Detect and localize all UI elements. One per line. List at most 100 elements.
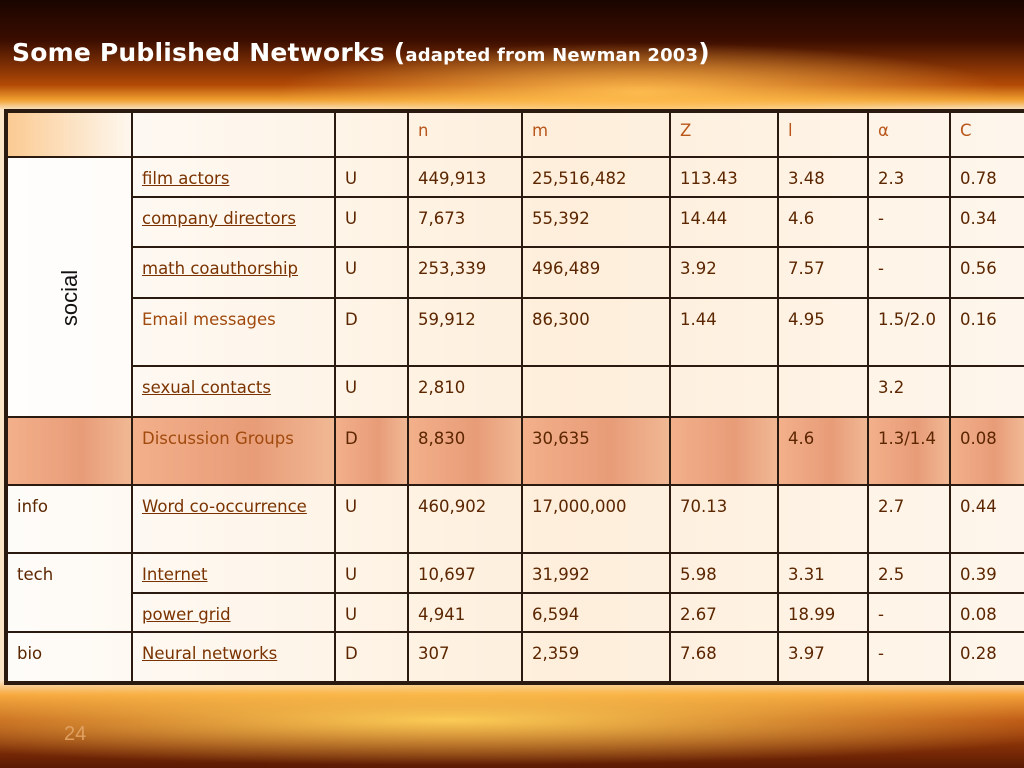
cell-l: 4.6 <box>777 196 869 248</box>
title-main: Some Published Networks ( <box>12 38 406 67</box>
cell-alpha: 1.5/2.0 <box>867 297 951 367</box>
cell-m: 86,300 <box>521 297 671 367</box>
network-name: Email messages <box>131 297 336 367</box>
header-alpha: α <box>867 111 951 158</box>
cell-n: 449,913 <box>407 156 523 198</box>
cell-z: 5.98 <box>669 552 779 594</box>
cell-type: U <box>334 246 409 299</box>
cell-n: 460,902 <box>407 484 523 554</box>
cell-c: 0.16 <box>949 297 1024 367</box>
cell-c: 0.44 <box>949 484 1024 554</box>
page-number: 24 <box>64 723 87 745</box>
network-name[interactable]: math coauthorship <box>131 246 336 299</box>
cell-z <box>669 416 779 486</box>
network-link[interactable]: power grid <box>142 605 231 624</box>
network-name[interactable]: Neural networks <box>131 631 336 683</box>
cell-l <box>777 484 869 554</box>
cell-m: 25,516,482 <box>521 156 671 198</box>
network-link[interactable]: Internet <box>142 565 208 584</box>
network-link[interactable]: sexual contacts <box>142 378 271 397</box>
network-link[interactable]: math coauthorship <box>142 259 299 278</box>
cell-m: 30,635 <box>521 416 671 486</box>
cell-n: 10,697 <box>407 552 523 594</box>
network-name[interactable]: sexual contacts <box>131 365 336 418</box>
cell-l: 4.6 <box>777 416 869 486</box>
header-cell <box>6 111 133 158</box>
header-z: Z <box>669 111 779 158</box>
network-name[interactable]: Word co-occurrence <box>131 484 336 554</box>
cell-alpha: 3.2 <box>867 365 951 418</box>
cell-c: 0.78 <box>949 156 1024 198</box>
cell-type: U <box>334 156 409 198</box>
cell-m <box>521 365 671 418</box>
cell-l: 4.95 <box>777 297 869 367</box>
group-label-info: info <box>6 484 133 554</box>
cell-type: D <box>334 416 409 486</box>
cell-m: 496,489 <box>521 246 671 299</box>
network-name: Discussion Groups <box>131 416 336 486</box>
cell-c: 0.28 <box>949 631 1024 683</box>
cell-z <box>669 365 779 418</box>
cell-type: U <box>334 592 409 633</box>
cell-l: 3.97 <box>777 631 869 683</box>
cell-z: 3.92 <box>669 246 779 299</box>
network-name[interactable]: film actors <box>131 156 336 198</box>
cell-c: 0.34 <box>949 196 1024 248</box>
table-row: social film actors U 449,913 25,516,482 … <box>6 156 1024 418</box>
group-cell-empty <box>6 416 133 486</box>
cell-type: U <box>334 365 409 418</box>
network-name[interactable]: power grid <box>131 592 336 633</box>
cell-m: 31,992 <box>521 552 671 594</box>
cell-n: 307 <box>407 631 523 683</box>
table-row: bio Neural networks D 307 2,359 7.68 3.9… <box>6 631 1024 683</box>
cell-l <box>777 365 869 418</box>
cell-alpha: - <box>867 196 951 248</box>
networks-table: n m Z l α C social film actors U 449,913… <box>6 111 1024 683</box>
cell-c: 0.08 <box>949 416 1024 486</box>
table-header-row: n m Z l α C <box>6 111 1024 158</box>
cell-l: 3.48 <box>777 156 869 198</box>
table-row: info Word co-occurrence U 460,902 17,000… <box>6 484 1024 554</box>
cell-type: D <box>334 631 409 683</box>
network-link[interactable]: film actors <box>142 169 230 188</box>
cell-c: 0.56 <box>949 246 1024 299</box>
network-link[interactable]: company directors <box>142 209 296 228</box>
group-cell-social: social <box>6 156 133 418</box>
cell-c: 0.08 <box>949 592 1024 633</box>
cell-n: 2,810 <box>407 365 523 418</box>
cell-n: 7,673 <box>407 196 523 248</box>
cell-m: 17,000,000 <box>521 484 671 554</box>
network-name[interactable]: Internet <box>131 552 336 594</box>
networks-table-container: n m Z l α C social film actors U 449,913… <box>4 109 1024 685</box>
cell-alpha: - <box>867 631 951 683</box>
cell-z: 113.43 <box>669 156 779 198</box>
cell-m: 2,359 <box>521 631 671 683</box>
cell-z: 2.67 <box>669 592 779 633</box>
header-l: l <box>777 111 869 158</box>
cell-alpha: - <box>867 592 951 633</box>
header-m: m <box>521 111 671 158</box>
cell-n: 8,830 <box>407 416 523 486</box>
network-name[interactable]: company directors <box>131 196 336 248</box>
cell-l: 7.57 <box>777 246 869 299</box>
table-row: math coauthorship U 253,339 496,489 3.92… <box>7 246 1024 299</box>
table-row: company directors U 7,673 55,392 14.44 4… <box>7 196 1024 248</box>
table-row-highlighted: Discussion Groups D 8,830 30,635 4.6 1.3… <box>6 416 1024 486</box>
group-label-bio: bio <box>6 631 133 683</box>
cell-type: U <box>334 552 409 594</box>
cell-z: 70.13 <box>669 484 779 554</box>
network-link[interactable]: Word co-occurrence <box>142 497 307 516</box>
cell-alpha: 2.5 <box>867 552 951 594</box>
cell-z: 1.44 <box>669 297 779 367</box>
cell-z: 14.44 <box>669 196 779 248</box>
cell-n: 253,339 <box>407 246 523 299</box>
cell-n: 59,912 <box>407 297 523 367</box>
table-row: Email messages D 59,912 86,300 1.44 4.95… <box>7 297 1024 367</box>
table-row: tech Internet U 10,697 31,992 5.98 3.31 … <box>6 552 1024 594</box>
header-n: n <box>407 111 523 158</box>
slide-title: Some Published Networks (adapted from Ne… <box>12 38 710 67</box>
cell-c <box>949 365 1024 418</box>
network-link[interactable]: Neural networks <box>142 644 278 663</box>
group-label-tech: tech <box>6 552 133 593</box>
cell-n: 4,941 <box>407 592 523 633</box>
